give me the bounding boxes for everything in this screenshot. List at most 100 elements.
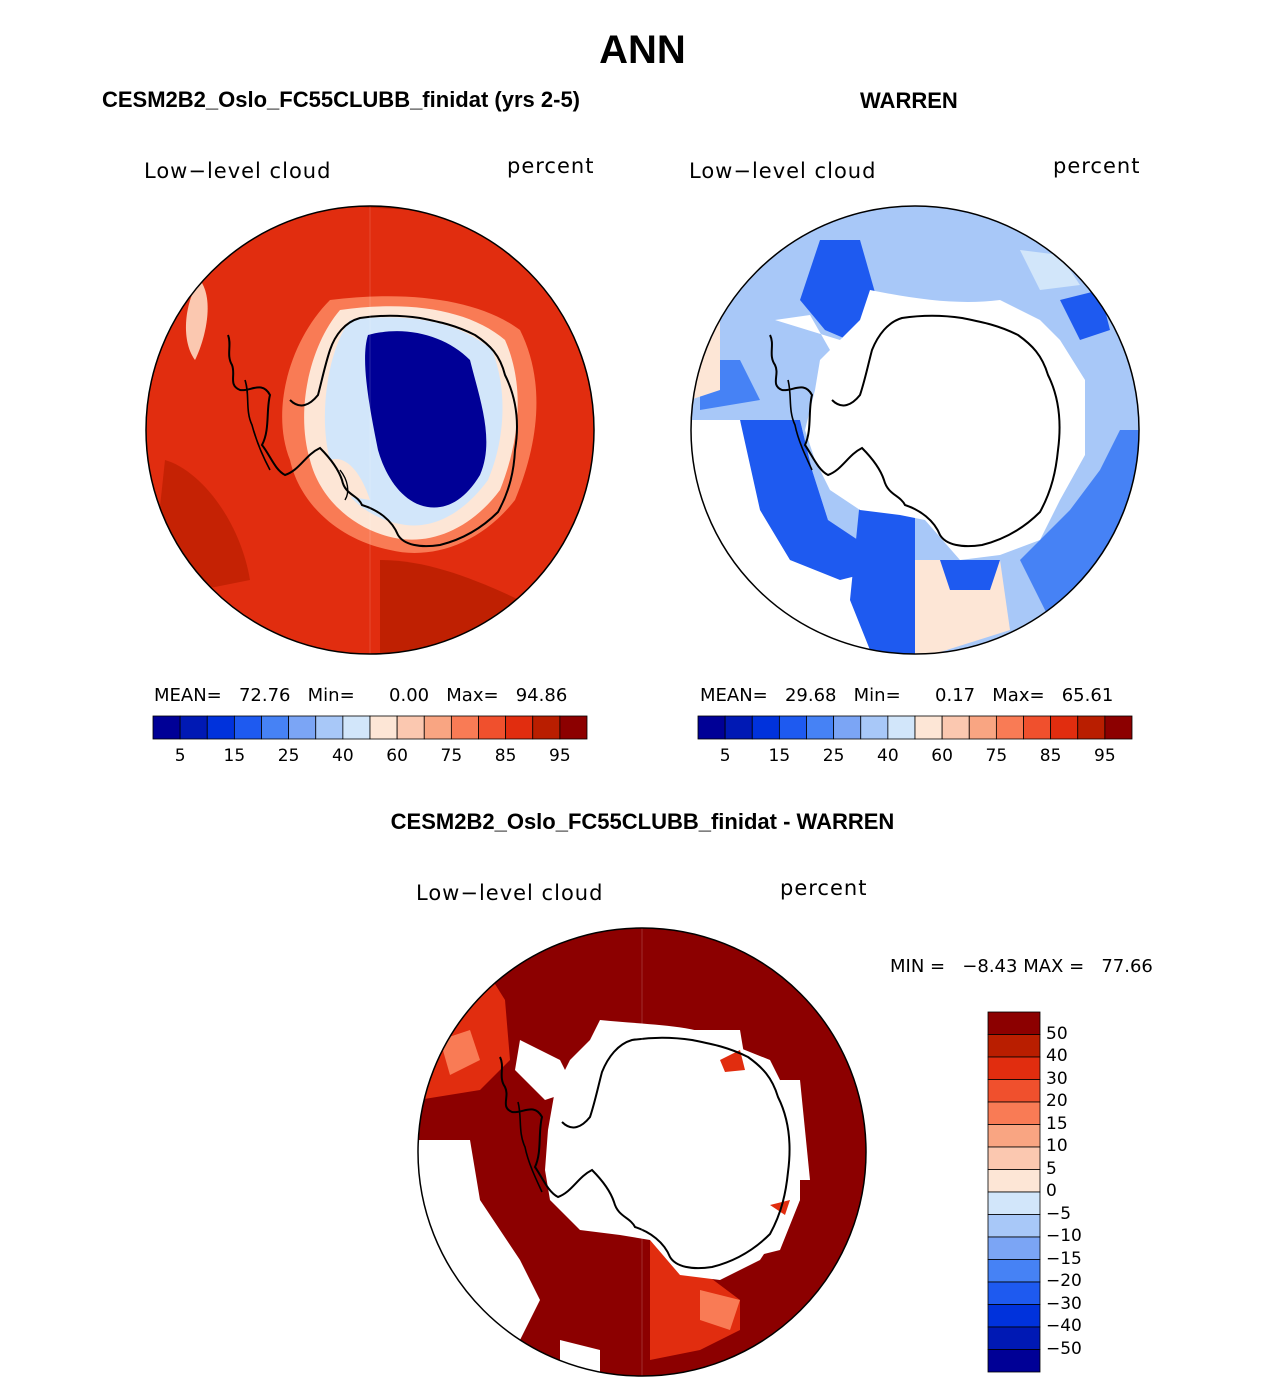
panel1-mean-value: 72.76: [238, 685, 291, 706]
panel2-max-value: 65.61: [1061, 685, 1114, 706]
diff-map-border: [417, 927, 867, 1377]
panel2-colorbar-tick-label: 40: [877, 746, 899, 766]
panel1-map: [146, 206, 594, 654]
panel2-mean-label: MEAN=: [700, 685, 768, 706]
diff-colorbar-tick-label: −5: [1046, 1203, 1072, 1224]
diff-heading: CESM2B2_Oslo_FC55CLUBB_finidat - WARREN: [390, 809, 895, 834]
panel2-min-label: Min=: [853, 685, 901, 706]
panel1-colorbar-swatch: [315, 715, 344, 740]
diff-colorbar-swatch: [987, 1304, 1041, 1328]
panel1-colorbar-swatch: [288, 715, 317, 740]
diff-colorbar-tick-label: −30: [1046, 1293, 1082, 1314]
diff-variable-label: Low−level cloud: [416, 881, 604, 905]
diff-units-label: percent: [780, 876, 868, 900]
panel2-colorbar-swatch: [1077, 715, 1106, 740]
panel1-colorbar-swatch: [532, 715, 561, 740]
panel1-colorbar-swatch: [233, 715, 262, 740]
panel1-max-value: 94.86: [515, 685, 568, 706]
diff-colorbar-swatch: [987, 1146, 1041, 1170]
diff-colorbar-tick-label: 15: [1046, 1113, 1068, 1134]
panel1-map-border: [145, 205, 595, 655]
panel2-colorbar-swatch: [860, 715, 889, 740]
panel1-colorbar-swatch: [478, 715, 507, 740]
panel1-colorbar-swatch: [342, 715, 371, 740]
panel1-colorbar-swatch: [152, 715, 181, 740]
diff-stats: MIN = −8.43 MAX = 77.66: [890, 956, 1153, 977]
panel2-colorbar-swatch: [751, 715, 780, 740]
panel1-heading: CESM2B2_Oslo_FC55CLUBB_finidat (yrs 2-5): [102, 87, 581, 112]
figure-title: ANN: [599, 28, 686, 72]
panel2-map: [691, 206, 1139, 654]
panel1-colorbar-swatch: [396, 715, 425, 740]
panel2-colorbar-swatch: [1104, 715, 1133, 740]
panel2-mean-value: 29.68: [784, 685, 837, 706]
panel2-colorbar-tick-label: 25: [822, 746, 845, 766]
panel1-colorbar-swatch: [261, 715, 290, 740]
panel1-colorbar-tick-label: 95: [549, 746, 571, 766]
panel2-colorbar-swatch: [887, 715, 916, 740]
diff-colorbar-tick-label: −40: [1046, 1316, 1082, 1336]
diff-colorbar-tick-label: −20: [1046, 1271, 1082, 1291]
diff-min-value: −8.43: [962, 956, 1018, 977]
diff-colorbar-swatch: [987, 1259, 1041, 1283]
panel1-colorbar-tick-label: 15: [223, 746, 246, 766]
panel1-max-label: Max=: [446, 685, 499, 706]
diff-colorbar-swatch: [987, 1079, 1041, 1103]
diff-colorbar-tick-label: 40: [1046, 1046, 1068, 1066]
diff-colorbar-swatch: [987, 1236, 1041, 1260]
panel1-stats: MEAN= 72.76 Min= 0.00 Max= 94.86: [154, 685, 567, 706]
panel1-colorbar-swatch: [423, 715, 452, 740]
panel2-colorbar-swatch: [778, 715, 807, 740]
panel1-mean-label: MEAN=: [154, 685, 222, 706]
panel2-stats: MEAN= 29.68 Min= 0.17 Max= 65.61: [700, 685, 1113, 706]
panel2-colorbar-swatch: [941, 715, 970, 740]
panel1-colorbar: [152, 715, 588, 740]
panel1-units-label: percent: [507, 154, 595, 178]
diff-colorbar-tick-label: 50: [1046, 1023, 1068, 1044]
panel1-colorbar-swatch: [369, 715, 398, 740]
diff-colorbar-tick-label: 0: [1046, 1181, 1057, 1201]
panel2-colorbar-tick-label: 85: [1039, 746, 1062, 766]
panel1-colorbar-tick-label: 40: [332, 746, 354, 766]
panel2-colorbar-tick-label: 5: [719, 746, 731, 766]
panel1-colorbar-swatch: [450, 715, 479, 740]
panel2-heading: WARREN: [860, 88, 958, 113]
diff-colorbar: [987, 1011, 1041, 1373]
diff-colorbar-tick-label: 20: [1046, 1091, 1068, 1111]
diff-colorbar-swatch: [987, 1281, 1041, 1305]
diff-colorbar-swatch: [987, 1169, 1041, 1193]
diff-map: [418, 928, 866, 1376]
panel1-colorbar-tick-label: 85: [494, 746, 517, 766]
diff-max-label: MAX =: [1023, 956, 1085, 977]
diff-colorbar-swatch: [987, 1214, 1041, 1238]
panel2-colorbar-swatch: [1023, 715, 1052, 740]
diff-colorbar-swatch: [987, 1101, 1041, 1125]
panel2-max-label: Max=: [992, 685, 1045, 706]
diff-colorbar-tick-label: 30: [1046, 1068, 1068, 1089]
panel2-colorbar-swatch: [724, 715, 753, 740]
panel2-colorbar-swatch: [1050, 715, 1079, 740]
panel1-colorbar-swatch: [559, 715, 588, 740]
panel2-colorbar-swatch: [995, 715, 1024, 740]
diff-colorbar-tick-label: −50: [1046, 1338, 1082, 1359]
panel1-colorbar-swatch: [179, 715, 208, 740]
panel1-colorbar-tick-label: 75: [440, 746, 463, 766]
panel2-colorbar-swatch: [833, 715, 862, 740]
diff-colorbar-swatch: [987, 1124, 1041, 1148]
diff-colorbar-swatch: [987, 1034, 1041, 1058]
panel2-colorbar-swatch: [968, 715, 997, 740]
diff-colorbar-tick-label: −15: [1046, 1248, 1082, 1269]
diff-colorbar-swatch: [987, 1191, 1041, 1215]
panel1-min-value: 0.00: [389, 685, 430, 706]
diff-max-value: 77.66: [1101, 956, 1153, 977]
diff-colorbar-tick-label: 5: [1046, 1158, 1057, 1179]
diff-colorbar-swatch: [987, 1011, 1041, 1035]
panel1-colorbar-swatch: [206, 715, 235, 740]
panel2-colorbar-swatch: [697, 715, 726, 740]
panel2-min-value: 0.17: [935, 685, 976, 706]
diff-min-label: MIN =: [890, 956, 946, 977]
panel2-colorbar-tick-label: 60: [931, 746, 953, 766]
diff-colorbar-swatch: [987, 1349, 1041, 1373]
panel2-colorbar-swatch: [914, 715, 943, 740]
